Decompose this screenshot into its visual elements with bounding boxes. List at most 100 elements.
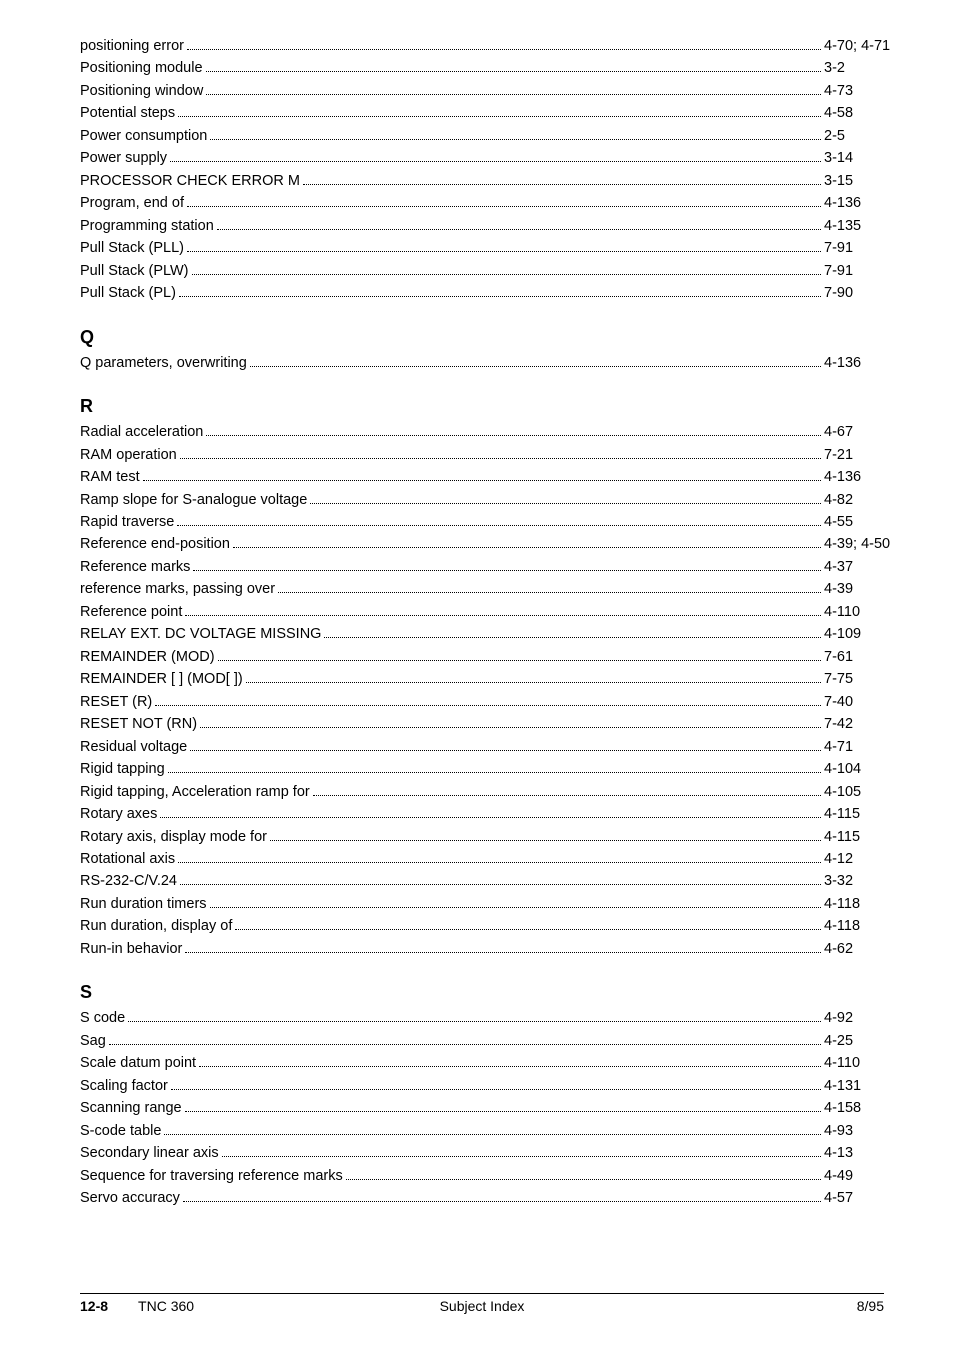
leader-dots xyxy=(206,94,821,95)
section-heading-q: Q xyxy=(80,327,909,348)
entry-page: 4-13 xyxy=(824,1142,909,1164)
section-s: S code 4-92Sag 4-25Scale datum point 4-1… xyxy=(80,1007,909,1209)
entry-label: Positioning window xyxy=(80,80,203,102)
index-entry: Residual voltage 4-71 xyxy=(80,736,909,758)
entry-page: 4-110 xyxy=(824,1052,909,1074)
leader-dots xyxy=(190,750,821,751)
index-entry: Radial acceleration 4-67 xyxy=(80,421,909,443)
leader-dots xyxy=(233,547,821,548)
entry-page: 4-115 xyxy=(824,803,909,825)
leader-dots xyxy=(222,1156,821,1157)
entry-page: 4-67 xyxy=(824,421,909,443)
entry-label: Positioning module xyxy=(80,57,203,79)
entry-page: 7-40 xyxy=(824,691,909,713)
entry-label: Reference end-position xyxy=(80,533,230,555)
entry-page: 4-136 xyxy=(824,466,909,488)
leader-dots xyxy=(250,366,821,367)
entry-label: positioning error xyxy=(80,35,184,57)
leader-dots xyxy=(109,1044,821,1045)
leader-dots xyxy=(187,251,821,252)
index-entry: Servo accuracy 4-57 xyxy=(80,1187,909,1209)
entry-page: 7-90 xyxy=(824,282,909,304)
leader-dots xyxy=(270,840,821,841)
index-entry: Run duration, display of 4-118 xyxy=(80,915,909,937)
entry-label: RESET (R) xyxy=(80,691,152,713)
section-heading-s: S xyxy=(80,982,909,1003)
index-entry: Sequence for traversing reference marks … xyxy=(80,1165,909,1187)
index-entry: Rotary axes 4-115 xyxy=(80,803,909,825)
entry-label: Sag xyxy=(80,1030,106,1052)
index-entry: Positioning window 4-73 xyxy=(80,80,909,102)
entry-page: 4-92 xyxy=(824,1007,909,1029)
index-entry: Reference end-position 4-39; 4-50 xyxy=(80,533,909,555)
leader-dots xyxy=(246,682,821,683)
entry-label: Q parameters, overwriting xyxy=(80,352,247,374)
page-footer: Subject Index 12-8 TNC 360 8/95 xyxy=(80,1293,884,1314)
index-entry: Run duration timers 4-118 xyxy=(80,893,909,915)
index-entry: Reference point 4-110 xyxy=(80,601,909,623)
entry-page: 4-136 xyxy=(824,352,909,374)
entry-page: 4-25 xyxy=(824,1030,909,1052)
leader-dots xyxy=(206,71,821,72)
leader-dots xyxy=(187,49,821,50)
entry-page: 4-105 xyxy=(824,781,909,803)
leader-dots xyxy=(303,184,821,185)
index-entry: RAM operation 7-21 xyxy=(80,444,909,466)
section-q: Q parameters, overwriting 4-136 xyxy=(80,352,909,374)
index-entry: Q parameters, overwriting 4-136 xyxy=(80,352,909,374)
section-p-continued: positioning error 4-70; 4-71 Positioning … xyxy=(80,35,909,305)
entry-label: Scaling factor xyxy=(80,1075,168,1097)
index-entry: S-code table 4-93 xyxy=(80,1120,909,1142)
leader-dots xyxy=(235,929,821,930)
leader-dots xyxy=(177,525,821,526)
leader-dots xyxy=(200,727,821,728)
entry-label: Pull Stack (PLW) xyxy=(80,260,189,282)
entry-page: 7-61 xyxy=(824,646,909,668)
leader-dots xyxy=(164,1134,821,1135)
leader-dots xyxy=(168,772,821,773)
entry-page: 4-58 xyxy=(824,102,909,124)
entry-page: 3-32 xyxy=(824,870,909,892)
page: positioning error 4-70; 4-71 Positioning … xyxy=(0,0,954,1346)
entry-label: REMAINDER (MOD) xyxy=(80,646,215,668)
leader-dots xyxy=(155,705,821,706)
entry-page: 4-55 xyxy=(824,511,909,533)
entry-page: 7-91 xyxy=(824,260,909,282)
index-entry: Pull Stack (PLL) 7-91 xyxy=(80,237,909,259)
index-entry: REMAINDER (MOD) 7-61 xyxy=(80,646,909,668)
entry-page: 7-21 xyxy=(824,444,909,466)
index-entry: PROCESSOR CHECK ERROR M 3-15 xyxy=(80,170,909,192)
entry-label: Secondary linear axis xyxy=(80,1142,219,1164)
leader-dots xyxy=(313,795,821,796)
leader-dots xyxy=(180,884,821,885)
leader-dots xyxy=(217,229,821,230)
entry-label: Rigid tapping xyxy=(80,758,165,780)
leader-dots xyxy=(178,116,821,117)
entry-page: 4-93 xyxy=(824,1120,909,1142)
entry-label: Programming station xyxy=(80,215,214,237)
index-entry: Power consumption 2-5 xyxy=(80,125,909,147)
leader-dots xyxy=(128,1021,821,1022)
leader-dots xyxy=(179,296,821,297)
entry-label: Ramp slope for S-analogue voltage xyxy=(80,489,307,511)
leader-dots xyxy=(183,1201,821,1202)
leader-dots xyxy=(206,435,821,436)
entry-label: RELAY EXT. DC VOLTAGE MISSING xyxy=(80,623,321,645)
leader-dots xyxy=(180,458,821,459)
leader-dots xyxy=(185,952,821,953)
entry-page: 4-118 xyxy=(824,893,909,915)
index-entry: Pull Stack (PLW) 7-91 xyxy=(80,260,909,282)
entry-label: Run-in behavior xyxy=(80,938,182,960)
entry-label: RAM test xyxy=(80,466,140,488)
index-entry: Sag 4-25 xyxy=(80,1030,909,1052)
entry-page: 4-70; 4-71 xyxy=(824,35,909,57)
entry-label: Residual voltage xyxy=(80,736,187,758)
leader-dots xyxy=(199,1066,821,1067)
footer-title: Subject Index xyxy=(80,1298,884,1314)
index-entry: Ramp slope for S-analogue voltage 4-82 xyxy=(80,489,909,511)
entry-page: 3-2 xyxy=(824,57,909,79)
entry-label: RAM operation xyxy=(80,444,177,466)
index-entry: RS-232-C/V.24 3-32 xyxy=(80,870,909,892)
entry-page: 4-109 xyxy=(824,623,909,645)
entry-label: Run duration timers xyxy=(80,893,207,915)
